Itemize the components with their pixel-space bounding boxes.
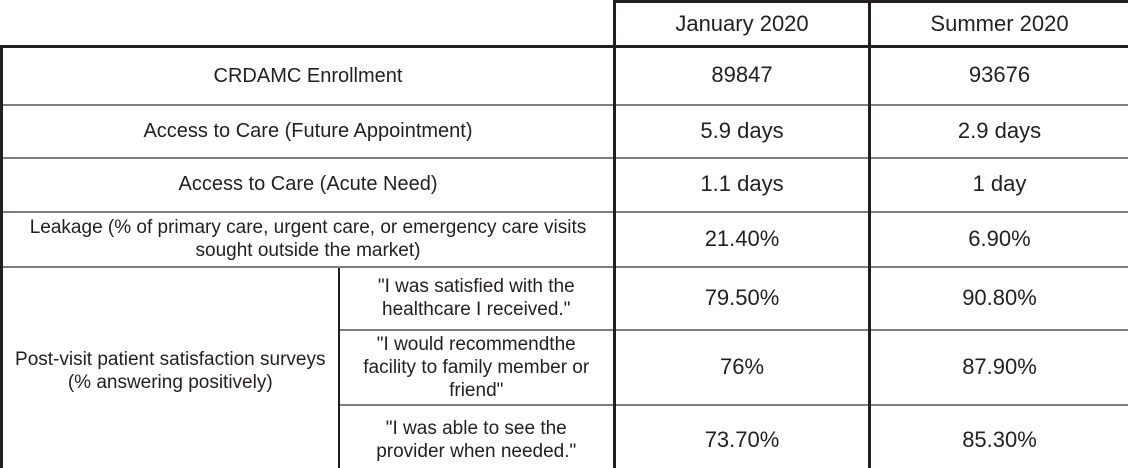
survey-question-provider: "I was able to see the provider when nee… (337, 404, 616, 468)
value-access-acute-summer: 1 day (868, 156, 1128, 213)
table-row: Access to Care (Acute Need) 1.1 days 1 d… (0, 156, 1128, 213)
row-label-leakage: Leakage (% of primary care, urgent care,… (0, 210, 616, 268)
header-row: January 2020 Summer 2020 (1, 0, 1128, 48)
value-provider-january: 73.70% (613, 404, 871, 468)
row-label-access-future: Access to Care (Future Appointment) (0, 103, 616, 159)
survey-group-label: Post-visit patient satisfaction surveys … (0, 265, 340, 468)
value-access-acute-january: 1.1 days (613, 156, 871, 213)
value-recommend-january: 76% (613, 328, 871, 407)
survey-question-satisfied: "I was satisfied with the healthcare I r… (337, 265, 616, 331)
value-access-future-january: 5.9 days (613, 103, 871, 159)
value-leakage-january: 21.40% (613, 210, 871, 268)
table-row: CRDAMC Enrollment 89847 93676 (0, 45, 1128, 106)
table-row: Post-visit patient satisfaction surveys … (0, 265, 1128, 468)
value-leakage-summer: 6.90% (868, 210, 1128, 268)
value-satisfied-summer: 90.80% (868, 265, 1128, 331)
value-enrollment-january: 89847 (613, 45, 871, 106)
corner-spacer (1, 1, 615, 47)
table-row: "I was able to see the provider when nee… (2, 404, 1128, 468)
value-satisfied-january: 79.50% (613, 265, 871, 331)
col-header-summer: Summer 2020 (868, 0, 1128, 48)
row-label-enrollment: CRDAMC Enrollment (0, 45, 616, 106)
value-access-future-summer: 2.9 days (868, 103, 1128, 159)
col-header-january: January 2020 (613, 0, 871, 48)
table-row: Access to Care (Future Appointment) 5.9 … (0, 103, 1128, 159)
value-recommend-summer: 87.90% (868, 328, 1128, 407)
table-row: "I would recommendthe facility to family… (2, 328, 1128, 407)
value-provider-summer: 85.30% (868, 404, 1128, 468)
row-label-access-acute: Access to Care (Acute Need) (0, 156, 616, 213)
table-row: Leakage (% of primary care, urgent care,… (0, 210, 1128, 268)
value-enrollment-summer: 93676 (868, 45, 1128, 106)
survey-question-recommend: "I would recommendthe facility to family… (337, 328, 616, 407)
